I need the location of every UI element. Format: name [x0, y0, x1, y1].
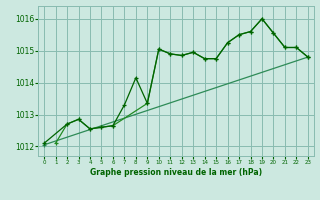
X-axis label: Graphe pression niveau de la mer (hPa): Graphe pression niveau de la mer (hPa)	[90, 168, 262, 177]
